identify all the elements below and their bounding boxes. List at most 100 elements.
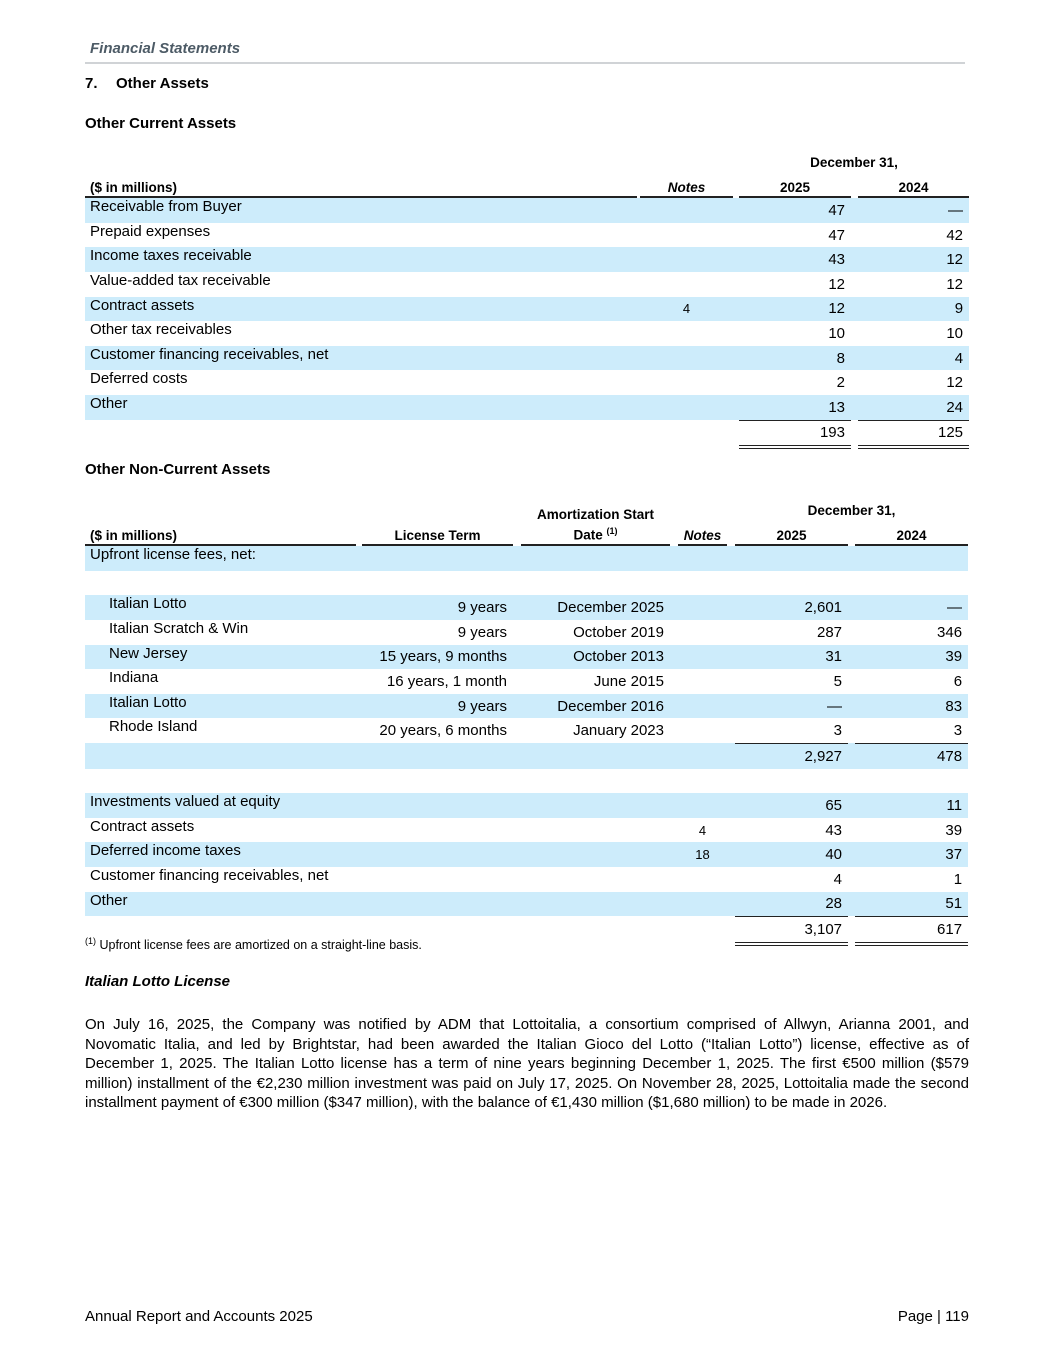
table-row: Value-added tax receivable 12 12 [85, 272, 969, 297]
cell [678, 595, 727, 620]
spacer [513, 742, 521, 769]
license-row: Italian Scratch & Win 9 years October 2019… [85, 620, 968, 645]
spacer [851, 223, 858, 248]
value-2024: 6 [953, 672, 963, 690]
spacer [848, 595, 856, 620]
table-row: Deferred costs 2 12 [85, 370, 969, 395]
cell [640, 420, 733, 450]
spacer [637, 198, 640, 223]
cell [521, 742, 670, 769]
spacer [727, 644, 736, 670]
date-header: December 31, [807, 502, 896, 518]
value-2024: 83 [855, 693, 969, 719]
subtotal-2024: 478 [855, 742, 969, 769]
spacer [678, 546, 727, 571]
spacer [670, 595, 678, 620]
value-2024: 12 [946, 374, 964, 392]
value-2024: 37 [855, 842, 969, 867]
cell [362, 742, 513, 769]
spacer [670, 669, 678, 694]
spacer [513, 769, 521, 794]
spacer [513, 669, 521, 694]
license-name: Italian Scratch & Win [109, 619, 249, 637]
value-2024: 1 [953, 870, 963, 888]
row-label: Deferred costs [90, 370, 188, 388]
spacer [851, 370, 858, 395]
value-2025: 2 [836, 374, 845, 392]
value-2025: 13 [739, 394, 851, 420]
spacer [670, 818, 678, 843]
row-label: Contract assets [90, 817, 195, 835]
section-number: 7. [85, 75, 98, 92]
row-label: Contract assets [85, 296, 637, 322]
table-row: Customer financing receivables, net 4 1 [85, 867, 968, 892]
spacer [848, 718, 855, 743]
current-assets-heading: Other Current Assets [85, 115, 237, 132]
spacer [727, 891, 736, 917]
cell [85, 420, 637, 450]
row-notes [640, 223, 733, 248]
blank-row [85, 571, 968, 596]
col-2024: 2024 [855, 519, 969, 547]
license-term: 9 years [457, 623, 507, 641]
value-2025: 12 [739, 296, 851, 322]
row-notes [640, 198, 733, 223]
spacer [727, 718, 735, 743]
amortization-start: December 2025 [521, 595, 670, 620]
license-name: Indiana [109, 669, 159, 687]
value-2025: 47 [739, 198, 851, 223]
col-label: ($ in millions) [85, 519, 356, 547]
value-2024: 42 [946, 226, 964, 244]
spacer [735, 546, 849, 571]
spacer [851, 296, 858, 322]
lotto-license-paragraph: On July 16, 2025, the Company was notifi… [85, 1016, 969, 1112]
col-notes: Notes [678, 519, 727, 547]
cell [735, 571, 848, 596]
spacer [727, 693, 736, 719]
row-notes [678, 891, 727, 917]
cell [362, 571, 513, 596]
spacer [848, 793, 856, 818]
cell [855, 769, 968, 794]
cell [670, 546, 678, 571]
row-notes [640, 247, 733, 272]
cell [727, 546, 736, 571]
section-title: Other Assets [116, 75, 209, 92]
table-row: Receivable from Buyer 47 — [85, 198, 970, 223]
total-2024: 617 [855, 916, 969, 946]
row-label: Other [85, 394, 637, 420]
spacer [851, 272, 858, 297]
spacer [513, 693, 521, 719]
spacer [670, 842, 678, 867]
footnote-ref: (1) [606, 525, 618, 536]
spacer [727, 742, 736, 769]
spacer [848, 769, 855, 794]
value-2025: 40 [735, 842, 849, 867]
license-name: Italian Lotto [85, 693, 356, 719]
col-notes: Notes [640, 171, 733, 199]
amortization-start: October 2013 [521, 644, 670, 670]
row-label: Value-added tax receivable [90, 271, 271, 289]
spacer [727, 595, 736, 620]
spacer [733, 394, 739, 420]
row-notes [640, 345, 733, 371]
table-row: Other 13 24 [85, 394, 970, 420]
row-label: Deferred income taxes [85, 842, 670, 867]
spacer [851, 345, 858, 371]
total-2025: 193 [739, 419, 851, 450]
footnote-marker: (1) [85, 936, 96, 946]
spacer [855, 546, 969, 571]
col-2025: 2025 [739, 171, 851, 199]
license-term: 9 years [362, 693, 513, 719]
section-heading: 7. Other Assets [85, 75, 209, 92]
current-assets-table: December 31, ($ in millions) Notes 2025 202… [85, 145, 970, 450]
value-2024: 346 [937, 623, 963, 641]
value-2025: 43 [825, 821, 843, 839]
cell [521, 769, 670, 794]
license-row: Italian Lotto 9 years December 2025 2,601— [85, 595, 969, 620]
col-amortization-date-text: Amortization Start Date [536, 506, 654, 543]
value-2025: 31 [735, 644, 849, 670]
page-number: Page | 119 [897, 1308, 969, 1325]
value-2025: 5 [833, 672, 843, 690]
cell [678, 742, 727, 769]
